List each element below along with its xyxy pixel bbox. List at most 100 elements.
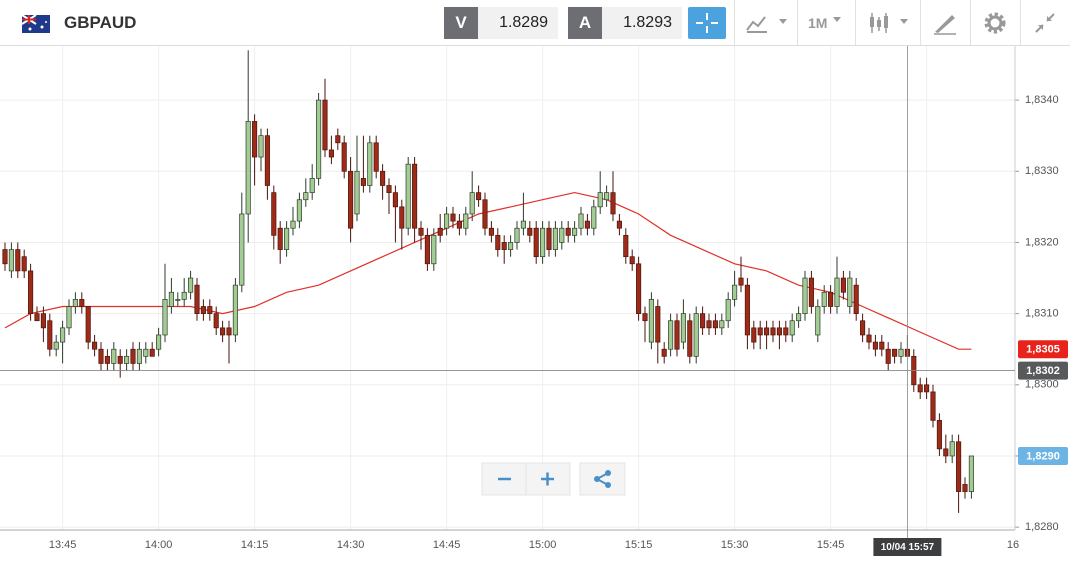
price-tag-label: 1,8290	[1026, 450, 1060, 462]
candle-body	[181, 291, 187, 300]
candle-body	[604, 192, 610, 201]
candle-body	[469, 192, 475, 215]
candle-body	[687, 320, 693, 357]
separator	[797, 0, 798, 45]
y-tick-label: 1,8280	[1025, 521, 1059, 533]
candle-body	[456, 220, 462, 229]
plus-icon	[541, 472, 554, 486]
candle-body	[463, 213, 469, 229]
candle-body	[956, 441, 962, 492]
candle-body	[117, 355, 123, 364]
symbol[interactable]: GBPAUD	[64, 13, 137, 32]
y-tick-label: 1,8310	[1025, 308, 1059, 320]
separator	[970, 0, 971, 45]
ask-label[interactable]: A	[568, 7, 602, 39]
candle-body	[437, 227, 443, 236]
candle-body	[552, 227, 558, 250]
candle-body	[610, 192, 616, 215]
candle-body	[264, 135, 270, 186]
x-tick-label: 15:00	[529, 539, 557, 551]
candle-body	[808, 277, 814, 307]
candle-body	[668, 320, 674, 350]
candle-body	[8, 249, 14, 272]
candle-body	[783, 327, 789, 336]
candle-body	[239, 213, 245, 286]
candle-body	[725, 299, 731, 322]
candle-body	[104, 355, 110, 364]
candle-body	[546, 227, 552, 250]
candle-body	[40, 313, 46, 329]
candle-body	[719, 320, 725, 329]
candle-body	[156, 334, 162, 350]
candle-body	[322, 99, 328, 151]
candle-body	[623, 234, 629, 258]
candle-body	[72, 299, 78, 307]
candle-body	[194, 284, 200, 314]
candle-body	[565, 227, 571, 236]
crosshair-button[interactable]	[688, 7, 726, 39]
candle-body	[335, 135, 341, 144]
candle-body	[527, 227, 533, 236]
candle-body	[418, 227, 424, 236]
candle-body	[34, 313, 40, 322]
y-tick-label: 1,8340	[1025, 94, 1059, 106]
candle-body	[495, 234, 501, 250]
share-button[interactable]	[579, 462, 626, 496]
candle-body	[303, 192, 309, 201]
candle-body	[341, 142, 347, 172]
candle-body	[578, 213, 584, 229]
candle-body	[815, 306, 821, 336]
price-tag-label: 1,8302	[1026, 365, 1060, 377]
bid-label[interactable]: V	[444, 7, 478, 39]
candle-body	[200, 306, 206, 314]
x-tick-label: 15:45	[817, 539, 845, 551]
candle-body	[431, 234, 437, 265]
candle-body	[540, 227, 546, 258]
candle-body	[28, 270, 34, 314]
candle-body	[220, 327, 226, 336]
candle-body	[949, 441, 955, 457]
candle-body	[149, 348, 155, 357]
separator	[855, 0, 856, 45]
candle-body	[399, 206, 405, 229]
candle-body	[828, 291, 834, 307]
candle-body	[226, 327, 232, 336]
interval-button[interactable]: 1M	[808, 15, 828, 31]
candle-body	[168, 291, 174, 307]
candle-body	[693, 313, 699, 357]
chart-type-button[interactable]	[745, 12, 789, 34]
candle-body	[661, 348, 667, 357]
candle-body	[476, 192, 482, 201]
candle-body	[175, 299, 181, 301]
candle-body	[47, 320, 53, 350]
candle-body	[111, 348, 117, 364]
candle-body	[271, 192, 277, 236]
candle-body	[424, 234, 430, 265]
candle-body	[917, 384, 923, 393]
bid-price[interactable]: 1.8289	[478, 7, 558, 39]
share-dot	[594, 476, 600, 482]
ask-price[interactable]: 1.8293	[602, 7, 682, 39]
candle-body	[802, 277, 808, 314]
candle-style-button[interactable]	[868, 11, 912, 35]
candle-body	[559, 227, 565, 243]
crosshair-time-label: 10/04 15:57	[881, 542, 935, 553]
price-tag	[1018, 361, 1068, 380]
candle-body	[533, 227, 539, 258]
toolbar: GBPAUD V 1.8289 A 1.8293 1M	[0, 0, 1070, 46]
flag-icon	[22, 15, 50, 33]
candle-body	[648, 299, 654, 343]
candle-body	[840, 277, 846, 293]
settings-button[interactable]	[983, 11, 1007, 35]
x-tick-label: 16	[1007, 539, 1019, 551]
candle-body	[277, 227, 283, 250]
collapse-button[interactable]	[1033, 11, 1057, 35]
price-tag	[1018, 446, 1068, 465]
candle-body	[488, 227, 494, 236]
candle-body	[597, 192, 603, 208]
drawing-button[interactable]	[932, 11, 958, 35]
candle-body	[860, 320, 866, 336]
separator	[734, 0, 735, 45]
candle-body	[885, 348, 891, 364]
